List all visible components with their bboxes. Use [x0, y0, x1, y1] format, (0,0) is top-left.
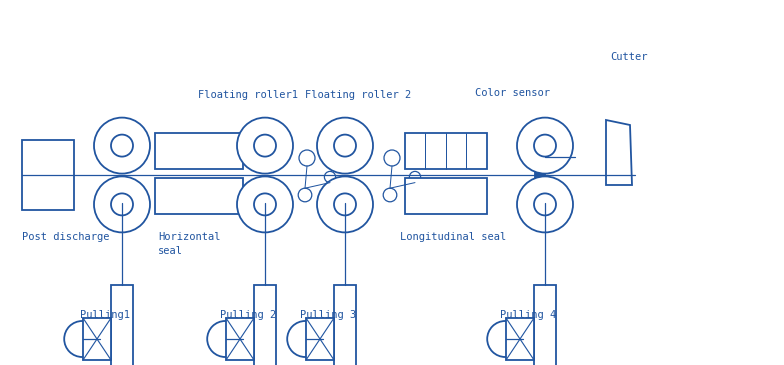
Bar: [22, 140, 74, 210]
Bar: [506, 318, 534, 360]
Text: Post discharge: Post discharge: [22, 232, 110, 242]
Circle shape: [384, 150, 400, 166]
Circle shape: [111, 135, 133, 157]
Circle shape: [94, 118, 150, 174]
Circle shape: [298, 188, 312, 202]
Circle shape: [299, 150, 315, 166]
Circle shape: [254, 135, 276, 157]
Circle shape: [287, 321, 323, 357]
Text: Pulling1: Pulling1: [80, 310, 130, 320]
Circle shape: [334, 193, 356, 215]
Text: Pulling 2: Pulling 2: [220, 310, 276, 320]
Text: Floating roller 2: Floating roller 2: [305, 90, 412, 100]
Circle shape: [325, 172, 336, 182]
Text: Pulling 3: Pulling 3: [300, 310, 356, 320]
Circle shape: [237, 118, 293, 174]
Circle shape: [94, 176, 150, 233]
Bar: [306, 318, 334, 360]
Circle shape: [409, 172, 420, 182]
Bar: [254, 285, 276, 365]
Circle shape: [317, 118, 373, 174]
Circle shape: [254, 193, 276, 215]
Bar: [111, 285, 133, 365]
Circle shape: [487, 321, 523, 357]
Text: Floating roller1: Floating roller1: [198, 90, 298, 100]
Polygon shape: [606, 120, 632, 185]
Text: Longitudinal seal: Longitudinal seal: [400, 232, 506, 242]
Bar: [226, 318, 254, 360]
Circle shape: [334, 135, 356, 157]
Bar: [405, 178, 487, 214]
Circle shape: [517, 118, 573, 174]
Bar: [405, 133, 487, 169]
Circle shape: [111, 193, 133, 215]
Circle shape: [534, 135, 556, 157]
Text: Cutter: Cutter: [610, 52, 648, 62]
Bar: [83, 318, 111, 360]
Circle shape: [64, 321, 100, 357]
Bar: [534, 285, 556, 365]
Bar: [334, 285, 356, 365]
Bar: [155, 178, 243, 214]
Text: Horizontal: Horizontal: [158, 232, 220, 242]
Circle shape: [237, 176, 293, 233]
Text: seal: seal: [158, 246, 183, 256]
Circle shape: [317, 176, 373, 233]
Circle shape: [383, 188, 397, 202]
Bar: [535, 143, 545, 191]
Text: Color sensor: Color sensor: [475, 88, 550, 98]
Circle shape: [517, 176, 573, 233]
Circle shape: [534, 193, 556, 215]
Bar: [155, 133, 243, 169]
Circle shape: [207, 321, 243, 357]
Text: Pulling 4: Pulling 4: [500, 310, 557, 320]
